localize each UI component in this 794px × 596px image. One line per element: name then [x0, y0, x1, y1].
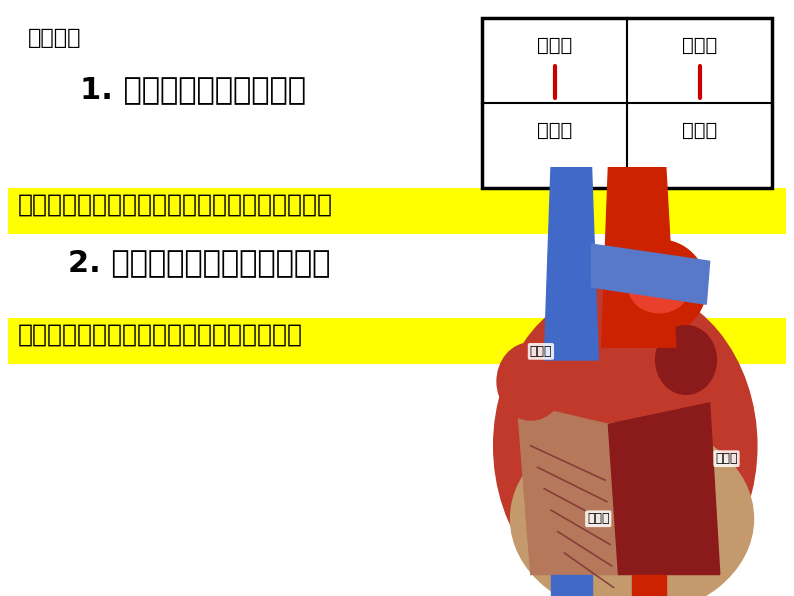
Text: 左心室: 左心室 — [715, 452, 738, 465]
Polygon shape — [517, 403, 619, 575]
Text: 心室壁比心房壁厚，左心室壁比右心室壁厚: 心室壁比心房壁厚，左心室壁比右心室壁厚 — [18, 323, 303, 347]
Text: 看图回答: 看图回答 — [28, 28, 82, 48]
Text: 右心房: 右心房 — [537, 36, 572, 55]
Polygon shape — [545, 167, 599, 360]
Text: 左心房: 左心房 — [682, 36, 717, 55]
Text: 右心室: 右心室 — [587, 512, 610, 525]
Text: 左心室: 左心室 — [682, 121, 717, 140]
Ellipse shape — [511, 422, 754, 596]
Ellipse shape — [629, 261, 689, 313]
Ellipse shape — [611, 240, 707, 334]
Polygon shape — [592, 244, 710, 304]
Text: 右心房: 右心房 — [530, 345, 552, 358]
Polygon shape — [608, 403, 719, 575]
Polygon shape — [551, 575, 592, 596]
Bar — [482, 18, 772, 188]
Ellipse shape — [494, 285, 757, 596]
Text: 同侧心房与心室相通，左右被肌肉壁隔开不相通: 同侧心房与心室相通，左右被肌肉壁隔开不相通 — [18, 193, 333, 217]
Ellipse shape — [656, 325, 716, 395]
Text: 右心室: 右心室 — [537, 121, 572, 140]
Text: 1. 心脏内部各腔相通吗？: 1. 心脏内部各腔相通吗？ — [80, 75, 306, 104]
Polygon shape — [602, 167, 676, 347]
Polygon shape — [632, 575, 665, 596]
Bar — [8, 188, 786, 234]
Text: 2. 心脏各腔壁的厚薄一样吗？: 2. 心脏各腔壁的厚薄一样吗？ — [68, 248, 330, 277]
Bar — [8, 318, 786, 364]
Ellipse shape — [497, 343, 565, 420]
